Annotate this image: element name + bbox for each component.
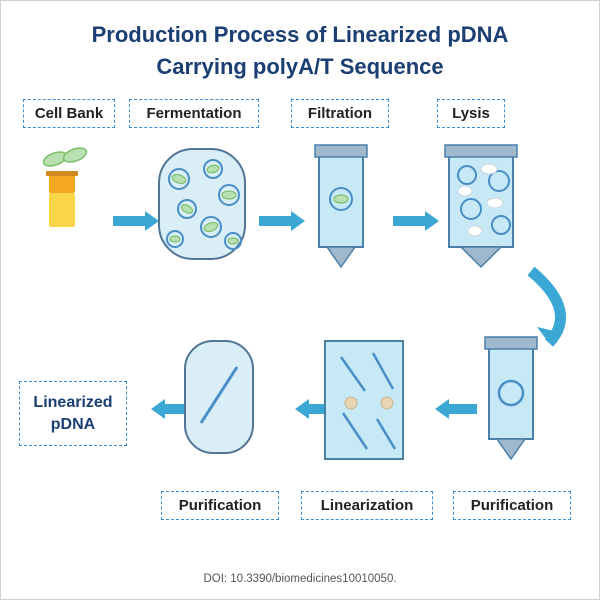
purification1-column-icon (485, 337, 537, 459)
diagram-svg (1, 131, 600, 531)
title-line-2: Carrying polyA/T Sequence (11, 51, 589, 83)
doi-text: DOI: 10.3390/biomedicines10010050. (1, 573, 599, 585)
label-fermentation: Fermentation (129, 99, 259, 128)
lysis-column-icon (445, 145, 517, 267)
label-filtration: Filtration (291, 99, 389, 128)
title-line-1: Production Process of Linearized pDNA (11, 19, 589, 51)
label-lysis: Lysis (437, 99, 505, 128)
cell-bank-icon (42, 145, 89, 227)
filtration-column-icon (315, 145, 367, 267)
fermentation-tank-icon (159, 149, 245, 259)
purification2-tank-icon (185, 341, 253, 453)
title-block: Production Process of Linearized pDNA Ca… (1, 1, 599, 89)
label-cell-bank: Cell Bank (23, 99, 115, 128)
linearization-vessel-icon (325, 341, 403, 459)
